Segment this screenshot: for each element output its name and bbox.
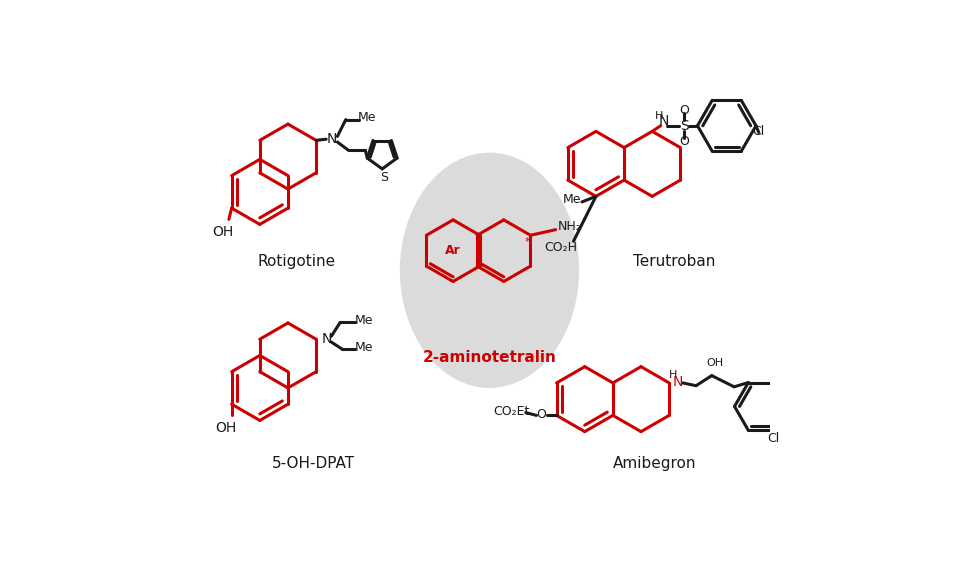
Text: Ar: Ar <box>445 244 461 257</box>
Text: N: N <box>657 114 668 128</box>
Text: OH: OH <box>212 225 234 239</box>
Text: CO₂Et: CO₂Et <box>493 405 529 418</box>
Text: Cl: Cl <box>766 432 778 445</box>
Text: OH: OH <box>705 358 723 368</box>
Text: H: H <box>654 111 663 120</box>
Text: *: * <box>524 237 530 247</box>
Text: OH: OH <box>215 421 237 435</box>
Text: 5-OH-DPAT: 5-OH-DPAT <box>271 456 354 471</box>
Text: S: S <box>679 119 688 133</box>
Text: Me: Me <box>357 111 376 124</box>
Text: 2-aminotetralin: 2-aminotetralin <box>422 350 556 365</box>
Text: O: O <box>679 104 689 117</box>
Text: CO₂H: CO₂H <box>544 242 577 254</box>
Ellipse shape <box>399 153 579 388</box>
Text: Me: Me <box>354 314 373 327</box>
Text: O: O <box>535 408 546 421</box>
Text: N: N <box>321 332 332 346</box>
Text: O: O <box>679 135 689 148</box>
Text: S: S <box>379 171 387 184</box>
Text: Cl: Cl <box>752 125 764 138</box>
Text: N: N <box>672 375 682 389</box>
Text: Terutroban: Terutroban <box>633 254 715 269</box>
Text: Amibegron: Amibegron <box>612 456 695 471</box>
Text: N: N <box>327 132 336 146</box>
Text: Rotigotine: Rotigotine <box>257 254 334 269</box>
Text: NH₂: NH₂ <box>557 220 581 234</box>
Text: Me: Me <box>562 193 581 205</box>
Text: H: H <box>668 370 677 380</box>
Text: Me: Me <box>354 341 373 354</box>
